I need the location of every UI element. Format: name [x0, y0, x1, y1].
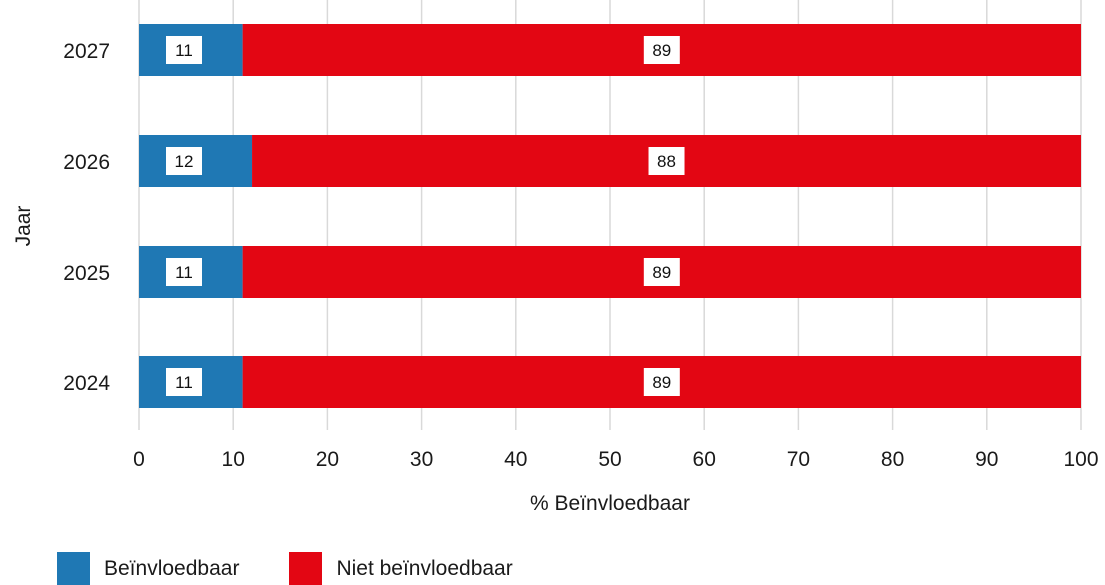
- data-label-box: [643, 258, 680, 286]
- y-tick-label: 2025: [63, 262, 110, 285]
- y-tick-label: 2024: [63, 372, 110, 395]
- data-label-box: [648, 147, 685, 175]
- x-tick-label: 80: [881, 448, 904, 471]
- data-label: 89: [652, 263, 671, 282]
- y-tick-label: 2026: [63, 151, 110, 174]
- data-label: 11: [175, 41, 193, 60]
- data-label-box: [166, 368, 202, 396]
- x-tick-label: 70: [787, 448, 810, 471]
- legend-item-beinvloedbaar: Beïnvloedbaar: [57, 552, 239, 585]
- data-labels: 11 89 12 88 11 89 11 89: [166, 36, 685, 396]
- x-tick-label: 100: [1063, 448, 1098, 471]
- data-label: 89: [652, 41, 671, 60]
- x-tick-labels: 0 10 20 30 40 50 60 70 80 90 100: [133, 448, 1098, 471]
- x-tick-label: 50: [598, 448, 621, 471]
- data-label: 88: [657, 152, 676, 171]
- legend-swatch-beinvloedbaar: [57, 552, 90, 585]
- legend-swatch-niet-beinvloedbaar: [289, 552, 323, 585]
- x-tick-label: 90: [975, 448, 998, 471]
- data-label-box: [643, 36, 680, 64]
- x-tick-label: 20: [316, 448, 339, 471]
- data-label-box: [643, 368, 680, 396]
- legend-item-niet-beinvloedbaar: Niet beïnvloedbaar: [289, 552, 513, 585]
- legend: Beïnvloedbaar Niet beïnvloedbaar: [57, 552, 563, 585]
- x-tick-label: 60: [693, 448, 716, 471]
- y-tick-label: 2027: [63, 40, 110, 63]
- x-axis-title: % Beïnvloedbaar: [530, 492, 690, 515]
- x-tick-label: 30: [410, 448, 433, 471]
- x-tick-label: 0: [133, 448, 145, 471]
- x-tick-label: 40: [504, 448, 527, 471]
- data-label: 11: [175, 373, 193, 392]
- x-tick-label: 10: [222, 448, 245, 471]
- y-tick-labels: 2027 2026 2025 2024: [63, 40, 110, 395]
- legend-label-beinvloedbaar: Beïnvloedbaar: [104, 556, 240, 580]
- data-label: 89: [652, 373, 671, 392]
- data-label: 11: [175, 263, 193, 282]
- data-label-box: [166, 258, 202, 286]
- y-axis-title: Jaar: [12, 206, 35, 247]
- legend-label-niet-beinvloedbaar: Niet beïnvloedbaar: [336, 556, 513, 580]
- data-label: 12: [175, 152, 194, 171]
- data-label-box: [166, 36, 202, 64]
- data-label-box: [166, 147, 202, 175]
